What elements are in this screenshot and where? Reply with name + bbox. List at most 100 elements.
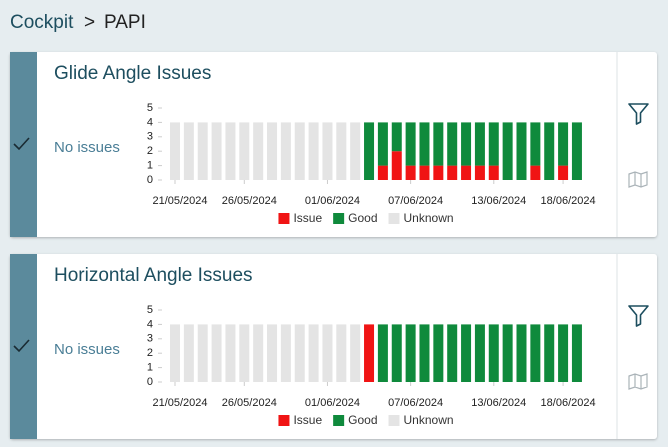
y-tick-label: 5 [147, 102, 153, 114]
bar-segment [183, 122, 194, 180]
bar-segment [391, 151, 402, 180]
bar-segment [571, 324, 582, 382]
legend-label: Good [348, 211, 377, 225]
bar-segment [405, 324, 416, 382]
status-text: No issues [54, 139, 120, 156]
legend-label: Issue [293, 413, 322, 427]
bar-segment [571, 122, 582, 180]
bar-segment [544, 122, 555, 180]
y-tick-label: 0 [147, 376, 153, 388]
breadcrumb-separator: > [84, 12, 95, 33]
bar-segment [433, 122, 444, 166]
bar-segment [336, 122, 347, 180]
x-tick-label: 13/06/2024 [471, 195, 526, 207]
panel-title: Horizontal Angle Issues [54, 265, 253, 286]
map-icon[interactable] [628, 373, 648, 390]
bar-segment [239, 122, 250, 180]
panel: Horizontal Angle Issues No issues 0 1 2 3 4 5 21… [10, 254, 657, 439]
legend-label: Issue [293, 211, 322, 225]
panel: Glide Angle Issues No issues 0 1 2 3 4 5 21/05/2… [10, 52, 657, 237]
x-tick-label: 21/05/2024 [152, 195, 207, 207]
bar-segment [280, 324, 291, 382]
bar-segment [377, 122, 388, 166]
bar-segment [211, 122, 222, 180]
bar-segment [170, 324, 180, 382]
bar-segment [502, 324, 513, 382]
bar-segment [461, 122, 472, 166]
bar-segment [447, 324, 458, 382]
bar-segment [530, 122, 541, 166]
legend-swatch [278, 415, 290, 426]
bar-segment [502, 122, 513, 180]
x-tick-label: 21/05/2024 [152, 397, 207, 409]
y-tick-label: 2 [147, 145, 153, 157]
bar-segment [419, 165, 430, 180]
legend-swatch [388, 213, 400, 224]
bar-segment [558, 324, 569, 382]
bar-segment [419, 122, 430, 166]
bar-segment [516, 324, 527, 382]
legend-label: Good [348, 413, 377, 427]
bar-segment [405, 122, 416, 166]
map-icon[interactable] [628, 171, 648, 188]
bar-segment [447, 165, 458, 180]
bar-segment [280, 122, 291, 180]
bar-segment [350, 324, 361, 382]
bar-segment [322, 122, 333, 180]
bar-segment [239, 324, 250, 382]
legend-swatch [388, 415, 400, 426]
breadcrumb-link[interactable]: Cockpit [10, 12, 74, 33]
bar-segment [516, 122, 527, 180]
check-icon [13, 137, 30, 151]
x-tick-label: 26/05/2024 [222, 397, 277, 409]
breadcrumb-current: PAPI [104, 12, 146, 33]
bar-segment [322, 324, 333, 382]
bar-segment [461, 165, 472, 180]
bar-segment [558, 122, 569, 166]
filter-icon[interactable] [628, 305, 649, 327]
bar-segment [474, 122, 485, 166]
bar-segment [391, 324, 402, 382]
bar-segment [225, 122, 236, 180]
bar-segment [474, 165, 485, 180]
plot: 21/05/2024 26/05/2024 01/06/2024 07/06/2024… [152, 122, 596, 207]
y-tick-label: 4 [147, 318, 153, 330]
bar-segment [447, 122, 458, 166]
x-tick-label: 26/05/2024 [222, 195, 277, 207]
legend: Issue Good Unknown [278, 211, 454, 225]
bar-segment [197, 324, 208, 382]
x-tick-label: 01/06/2024 [305, 397, 360, 409]
x-tick-label: 01/06/2024 [305, 195, 360, 207]
panel-title: Glide Angle Issues [54, 63, 211, 84]
y-tick-label: 3 [147, 333, 153, 345]
bar-segment [391, 122, 402, 152]
legend-label: Unknown [404, 211, 454, 225]
bar-segment [488, 122, 499, 166]
bar-segment [253, 122, 264, 180]
bar-segment [336, 324, 347, 382]
legend-swatch [278, 213, 290, 224]
y-tick-label: 5 [147, 304, 153, 316]
y-tick-label: 1 [147, 160, 153, 172]
bar-segment [419, 324, 430, 382]
bar-segment [474, 324, 485, 382]
bar-segment [350, 122, 361, 180]
status-text: No issues [54, 341, 120, 358]
bar-segment [544, 324, 555, 382]
y-tick-label: 0 [147, 174, 153, 186]
bar-segment [294, 122, 305, 180]
legend: Issue Good Unknown [278, 413, 454, 427]
y-tick-label: 1 [147, 362, 153, 374]
x-tick-label: 18/06/2024 [541, 397, 596, 409]
bar-segment [267, 324, 278, 382]
legend-swatch [333, 415, 345, 426]
bar-segment [183, 324, 194, 382]
bar-segment [433, 165, 444, 180]
bar-segment [488, 165, 499, 180]
bar-segment [308, 122, 319, 180]
bar-segment [488, 324, 499, 382]
legend-label: Unknown [404, 413, 454, 427]
filter-icon[interactable] [628, 103, 649, 125]
bar-segment [364, 324, 375, 382]
